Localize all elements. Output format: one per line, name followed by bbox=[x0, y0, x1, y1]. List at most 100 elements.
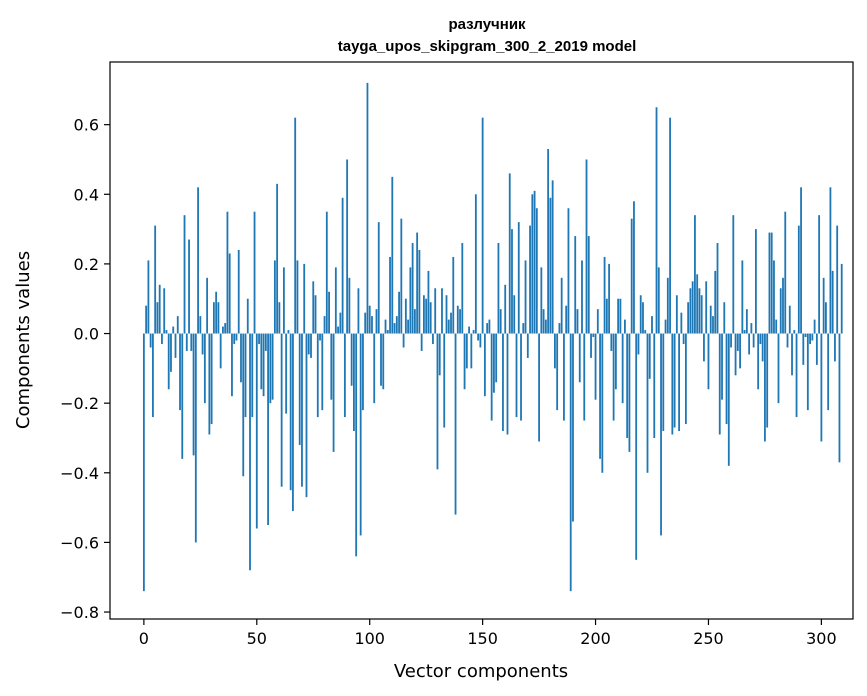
bar bbox=[231, 333, 233, 397]
bar bbox=[142, 333, 145, 592]
bar bbox=[486, 323, 489, 334]
bar bbox=[678, 333, 681, 432]
bar bbox=[689, 288, 692, 334]
bar bbox=[172, 326, 175, 334]
bar bbox=[745, 309, 748, 334]
bar bbox=[782, 277, 784, 334]
bar bbox=[836, 225, 839, 334]
bar bbox=[456, 305, 459, 334]
bar bbox=[296, 260, 299, 334]
bar bbox=[630, 218, 633, 334]
x-tick-label: 0 bbox=[139, 629, 149, 648]
bar bbox=[734, 333, 737, 376]
bar bbox=[325, 211, 328, 334]
bar bbox=[560, 277, 563, 334]
bar bbox=[269, 333, 272, 404]
bar bbox=[651, 316, 653, 334]
bar bbox=[465, 333, 468, 369]
bar bbox=[535, 208, 538, 334]
bar bbox=[463, 333, 466, 390]
bar bbox=[219, 333, 222, 369]
bar bbox=[441, 288, 443, 334]
bar bbox=[653, 333, 656, 438]
bar bbox=[377, 222, 380, 334]
bar bbox=[289, 333, 292, 491]
bar bbox=[176, 316, 179, 334]
bar bbox=[226, 211, 229, 334]
x-tick-label: 250 bbox=[693, 629, 724, 648]
bar bbox=[675, 295, 678, 334]
bar bbox=[343, 333, 346, 418]
bar bbox=[287, 330, 290, 334]
bar bbox=[709, 305, 712, 334]
x-tick-label: 300 bbox=[806, 629, 837, 648]
bar bbox=[432, 333, 434, 344]
bar bbox=[601, 333, 604, 473]
bar bbox=[761, 333, 764, 362]
bar bbox=[644, 330, 647, 334]
bar bbox=[633, 201, 635, 334]
bar bbox=[147, 260, 150, 334]
bar bbox=[569, 333, 572, 592]
bar bbox=[639, 295, 642, 334]
bar bbox=[590, 333, 592, 358]
bar bbox=[454, 333, 457, 515]
bar bbox=[759, 333, 762, 344]
bar bbox=[158, 284, 161, 334]
bar bbox=[244, 333, 247, 418]
chart-title: разлучник bbox=[448, 16, 526, 33]
x-axis-ticks: 0 50 100 150 200 250 300 bbox=[139, 619, 837, 648]
bar bbox=[572, 333, 574, 522]
bar bbox=[793, 330, 796, 334]
chart-subtitle: tayga_upos_skipgram_300_2_2019 model bbox=[338, 38, 637, 55]
y-tick-label: 0.0 bbox=[74, 325, 99, 344]
bar bbox=[201, 333, 204, 355]
bar bbox=[246, 298, 249, 334]
bar bbox=[305, 333, 308, 498]
bar bbox=[594, 333, 597, 400]
bar bbox=[806, 333, 809, 411]
bar bbox=[400, 218, 403, 334]
bar bbox=[319, 333, 321, 341]
bar bbox=[373, 333, 376, 404]
bar bbox=[328, 291, 330, 334]
bar bbox=[282, 267, 285, 334]
bar bbox=[323, 316, 326, 334]
bar bbox=[443, 333, 446, 428]
bar bbox=[635, 333, 638, 560]
bar bbox=[502, 333, 504, 432]
bar bbox=[436, 333, 439, 470]
bar bbox=[316, 333, 319, 418]
bar bbox=[264, 333, 267, 351]
bar bbox=[642, 302, 644, 334]
bar bbox=[185, 333, 188, 351]
bar bbox=[445, 295, 448, 334]
bar bbox=[312, 281, 315, 334]
bar bbox=[800, 187, 802, 334]
bar bbox=[395, 316, 398, 334]
bar bbox=[802, 333, 805, 365]
bar bbox=[818, 215, 821, 334]
bar bbox=[565, 305, 568, 334]
bar bbox=[163, 288, 166, 334]
bar bbox=[409, 267, 412, 334]
bar bbox=[416, 232, 419, 334]
bar bbox=[544, 319, 547, 334]
bar bbox=[513, 295, 516, 334]
bar bbox=[190, 333, 193, 351]
bar bbox=[614, 333, 617, 390]
bar bbox=[334, 267, 337, 334]
bar bbox=[612, 333, 615, 421]
x-tick-label: 50 bbox=[247, 629, 267, 648]
bar bbox=[483, 333, 486, 397]
bar bbox=[741, 260, 744, 334]
bar bbox=[684, 333, 687, 425]
bar bbox=[420, 333, 423, 351]
bar bbox=[341, 197, 344, 334]
bar bbox=[192, 333, 195, 456]
bar bbox=[605, 298, 608, 334]
bar bbox=[727, 333, 730, 466]
bar bbox=[705, 281, 708, 334]
bar bbox=[691, 281, 694, 334]
